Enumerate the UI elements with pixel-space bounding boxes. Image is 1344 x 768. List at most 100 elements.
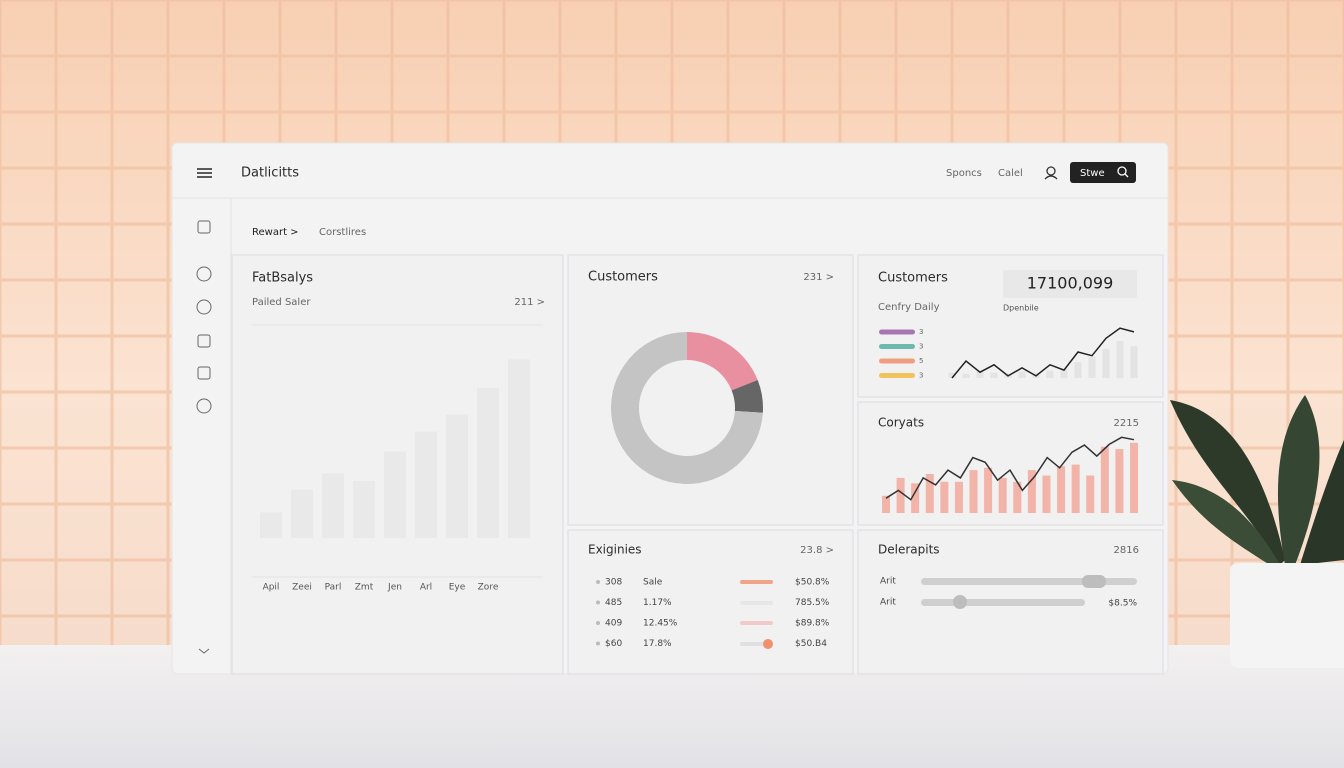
bar [969,470,978,513]
row-value: 785.5% [795,598,830,608]
bar [1130,346,1138,378]
bar [1074,362,1082,378]
row-label: Arit [880,598,896,608]
bar [998,477,1007,513]
bar [962,373,970,378]
note: Dpenbile [1003,304,1039,313]
row-dot [596,580,600,584]
bar [1042,475,1051,513]
row-value: $50.8% [795,578,830,588]
panel-title: Customers [588,270,658,285]
legend-label: 3 [919,372,923,380]
bar [322,473,344,538]
bar [508,359,530,538]
bar [948,372,956,378]
total-box [1003,270,1137,298]
x-tick-label: Zore [478,583,499,593]
x-tick-label: Parl [325,583,342,593]
row-label: 17.8% [643,639,672,649]
row-dot [596,621,600,625]
panel-badge[interactable]: 211 > [514,297,545,308]
x-tick-label: Arl [420,583,432,593]
bar [896,477,905,513]
line [951,327,1135,379]
menu-icon[interactable] [197,168,212,178]
bar [1046,370,1054,378]
bar [1130,442,1138,513]
plant [1170,395,1344,668]
row-label: 1.17% [643,598,672,608]
bar [1100,446,1109,513]
bar [990,372,998,378]
total-value: 17100,099 [1027,274,1114,293]
line [885,436,1135,501]
customers-panel [567,254,854,526]
panel-title: Delerapits [878,543,940,557]
bar [1027,470,1036,513]
bar [940,481,949,513]
legend-label: 5 [919,357,923,365]
bar [1088,356,1096,378]
donut-segment [610,332,763,484]
nav-link[interactable]: Calel [998,168,1023,179]
exiginies-panel [567,529,854,675]
bar [1086,475,1095,513]
x-tick-label: Jen [387,583,402,593]
bar [882,495,890,513]
delerapits-panel [857,529,1164,675]
legend-swatch [879,358,915,364]
row-dot [596,600,600,605]
row-dot [596,641,600,646]
bar [477,387,499,538]
panel-title: Coryats [878,416,924,430]
panel-badge[interactable]: 2215 [1114,418,1139,429]
coryats-panel [857,401,1164,526]
legend-swatch [879,344,915,349]
nav-link[interactable]: Sponcs [946,168,982,179]
bar [1116,340,1124,378]
x-tick-label: Zmt [355,583,374,593]
row-id: 409 [605,619,622,629]
panel-title: Customers [878,271,948,286]
search-icon[interactable] [1117,166,1129,178]
bar [1018,371,1026,378]
row-value: $50.B4 [795,639,827,649]
tab[interactable]: Corstlires [319,227,366,238]
legend-swatch [879,329,915,335]
user-icon[interactable] [1044,166,1058,180]
row-label: Sale [643,578,663,588]
bar [1057,466,1066,513]
sidebar-icons[interactable] [196,220,212,654]
panel-badge[interactable]: 2816 [1114,545,1139,556]
legend-label: 3 [919,343,923,351]
row-id: 485 [605,598,622,608]
bar [384,451,406,538]
legend-swatch [879,373,915,378]
panel-subtitle: Pailed Saler [252,297,311,308]
x-tick-label: Eye [449,583,466,593]
tab-active[interactable]: Rewart > [252,227,299,238]
panel-title: Exiginies [588,543,642,557]
panel-badge[interactable]: 23.8 > [800,545,834,556]
donut-segment [687,332,758,391]
row-id: $60 [605,639,622,649]
bar [446,414,468,538]
row-id: 308 [605,578,622,588]
x-tick-label: Zeei [292,583,312,593]
row-label: 12.45% [643,619,678,629]
donut-segment [731,380,763,413]
legend-label: 3 [919,328,923,336]
x-tick-label: Apil [263,583,280,593]
panel-badge[interactable]: 231 > [803,272,834,283]
bar [415,431,437,538]
panel-subtitle: Cenfry Daily [878,302,940,313]
row-bars [740,580,773,649]
bar [1115,449,1124,513]
bar [1102,348,1110,378]
bar [260,512,282,538]
bar [291,489,313,538]
app-title: Datlicitts [241,166,299,181]
sliders[interactable] [921,575,1137,609]
search-button-label[interactable]: Stwe [1080,168,1105,179]
